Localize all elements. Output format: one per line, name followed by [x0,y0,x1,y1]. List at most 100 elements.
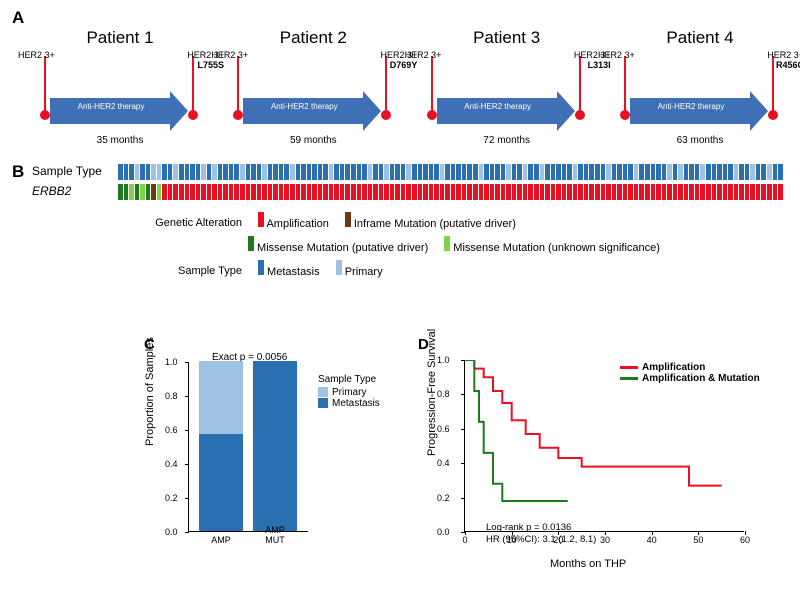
sampletype-cell [406,164,411,180]
sampletype-cell [429,164,434,180]
erbb2-cell [223,184,228,200]
erbb2-cell [207,184,212,200]
sampletype-cell [129,164,134,180]
erbb2-cell [623,184,628,200]
erbb2-cell [512,184,517,200]
sampletype-cell [634,164,639,180]
panel-d: D Progression-Free Survival 0.00.20.40.6… [420,336,780,576]
sampletype-cell [684,164,689,180]
erbb2-cell [467,184,472,200]
erbb2-cell [495,184,500,200]
patient-title: Patient 3 [419,28,595,48]
therapy-arrow-icon: Anti-HER2 therapy [437,94,573,128]
erbb2-cell [190,184,195,200]
sampletype-cell [523,164,528,180]
sampletype-cell [651,164,656,180]
sampletype-cell [506,164,511,180]
erbb2-cell [773,184,778,200]
c-xtick: AMPMUT [253,525,297,545]
erbb2-cell [379,184,384,200]
therapy-arrow-text: Anti-HER2 therapy [243,102,365,111]
timepoint-pre-icon [237,56,239,112]
sampletype-cell [179,164,184,180]
sampletype-cell [390,164,395,180]
sampletype-cell [773,164,778,180]
erbb2-cell [423,184,428,200]
sampletype-cell [140,164,145,180]
erbb2-cell [323,184,328,200]
erbb2-cell [129,184,134,200]
sampletype-cell [246,164,251,180]
sampletype-cell [778,164,783,180]
erbb2-cell [523,184,528,200]
c-legend-item: Primary [318,387,380,398]
erbb2-cell [700,184,705,200]
sampletype-cell [479,164,484,180]
erbb2-cell [290,184,295,200]
d-xtick: 30 [600,535,610,545]
erbb2-cell [556,184,561,200]
sampletype-cell [639,164,644,180]
km-plot: 0.00.20.40.60.81.00102030405060 [464,360,744,532]
erbb2-cell [695,184,700,200]
sampletype-cell [512,164,517,180]
erbb2-cell [451,184,456,200]
sampletype-cell [750,164,755,180]
erbb2-cell [395,184,400,200]
erbb2-cell [296,184,301,200]
sampletype-cell [296,164,301,180]
sampletype-cell [151,164,156,180]
patient-title: Patient 2 [225,28,401,48]
erbb2-cell [456,184,461,200]
erbb2-cell [573,184,578,200]
row-label-sampletype: Sample Type [32,164,102,178]
sampletype-cell [440,164,445,180]
erbb2-cell [612,184,617,200]
erbb2-cell [151,184,156,200]
sampletype-cell [124,164,129,180]
legend-item: Inframe Mutation (putative driver) [345,212,516,234]
sampletype-cell [767,164,772,180]
sampletype-cell [196,164,201,180]
sampletype-cell [395,164,400,180]
sampletype-cell [146,164,151,180]
sampletype-cell [567,164,572,180]
d-ytick: 0.8 [437,389,450,399]
panel-b-label: B [12,162,24,182]
erbb2-cell [479,184,484,200]
erbb2-cell [662,184,667,200]
patient-1: Patient 1 HER2 3+ HER2 3+L755S Anti-HER2… [32,28,208,144]
therapy-duration: 63 months [612,135,788,146]
therapy-arrow-text: Anti-HER2 therapy [437,102,559,111]
erbb2-cell [778,184,783,200]
sampletype-cell [467,164,472,180]
km-svg [465,360,745,532]
erbb2-cell [440,184,445,200]
her2-pre-label: HER2 3+ [18,50,55,60]
c-ytick: 0.8 [165,391,178,401]
sampletype-cell [168,164,173,180]
erbb2-cell [639,184,644,200]
erbb2-cell [606,184,611,200]
erbb2-cell [268,184,273,200]
sampletype-cell [329,164,334,180]
erbb2-cell [678,184,683,200]
erbb2-cell [578,184,583,200]
erbb2-cell [434,184,439,200]
legend-title-st: Sample Type [132,261,242,281]
d-xtick: 40 [647,535,657,545]
erbb2-cell [595,184,600,200]
sampletype-cell [734,164,739,180]
sampletype-cell [617,164,622,180]
erbb2-cell [651,184,656,200]
erbb2-cell [218,184,223,200]
row-label-erbb2: ERBB2 [32,184,71,198]
erbb2-cell [373,184,378,200]
sampletype-cell [484,164,489,180]
erbb2-cell [562,184,567,200]
erbb2-cell [667,184,672,200]
sampletype-cell [667,164,672,180]
d-ytick: 1.0 [437,355,450,365]
erbb2-cell [401,184,406,200]
d-x-axis-label: Months on THP [550,558,626,570]
